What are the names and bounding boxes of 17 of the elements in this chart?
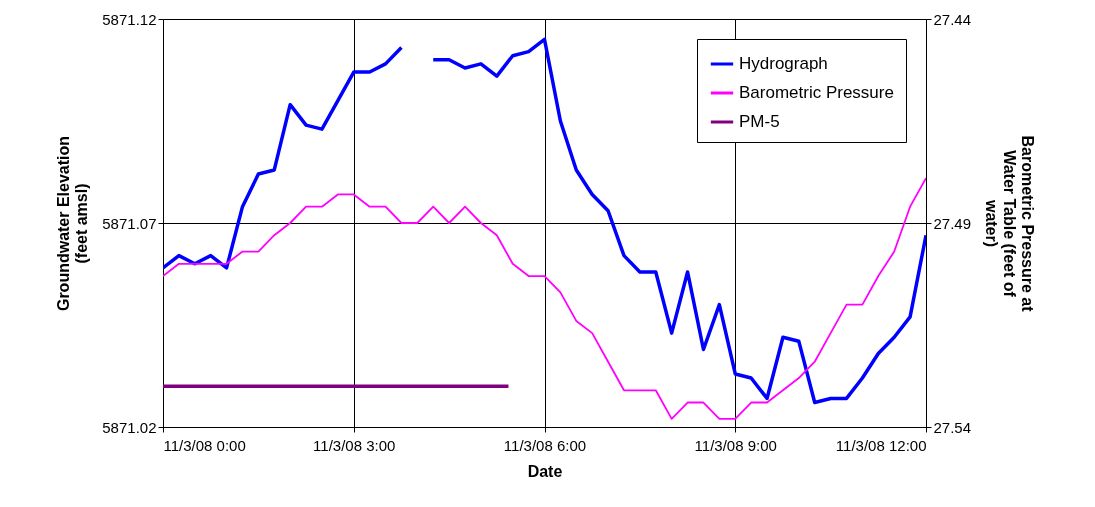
y2-axis-title: Barometric Pressure at Water Table (feet of water) xyxy=(983,135,1037,313)
x-tick-label: 11/3/08 6:00 xyxy=(503,436,587,454)
y2-tick-label: 27.44 xyxy=(933,10,972,28)
legend-label: Hydrograph xyxy=(739,54,828,73)
x-tick-label: 11/3/08 9:00 xyxy=(694,436,777,454)
legend-label: PM-5 xyxy=(739,112,780,131)
x-tick-label: 11/3/08 3:00 xyxy=(313,436,396,454)
x-tick-label: 11/3/08 12:00 xyxy=(835,436,927,454)
y-tick-label: 5871.02 xyxy=(102,418,157,436)
y-axis-title: Groundwater Elevation (feet amsl) xyxy=(55,135,91,312)
y2-tick-label: 27.49 xyxy=(933,214,972,232)
y-tick-label: 5871.07 xyxy=(102,214,157,232)
y-tick-label: 5871.12 xyxy=(102,10,157,28)
legend-label: Barometric Pressure xyxy=(739,83,894,102)
x-tick-label: 11/3/08 0:00 xyxy=(163,436,246,454)
y2-tick-label: 27.54 xyxy=(933,418,972,436)
x-axis-title: Date xyxy=(527,462,563,480)
